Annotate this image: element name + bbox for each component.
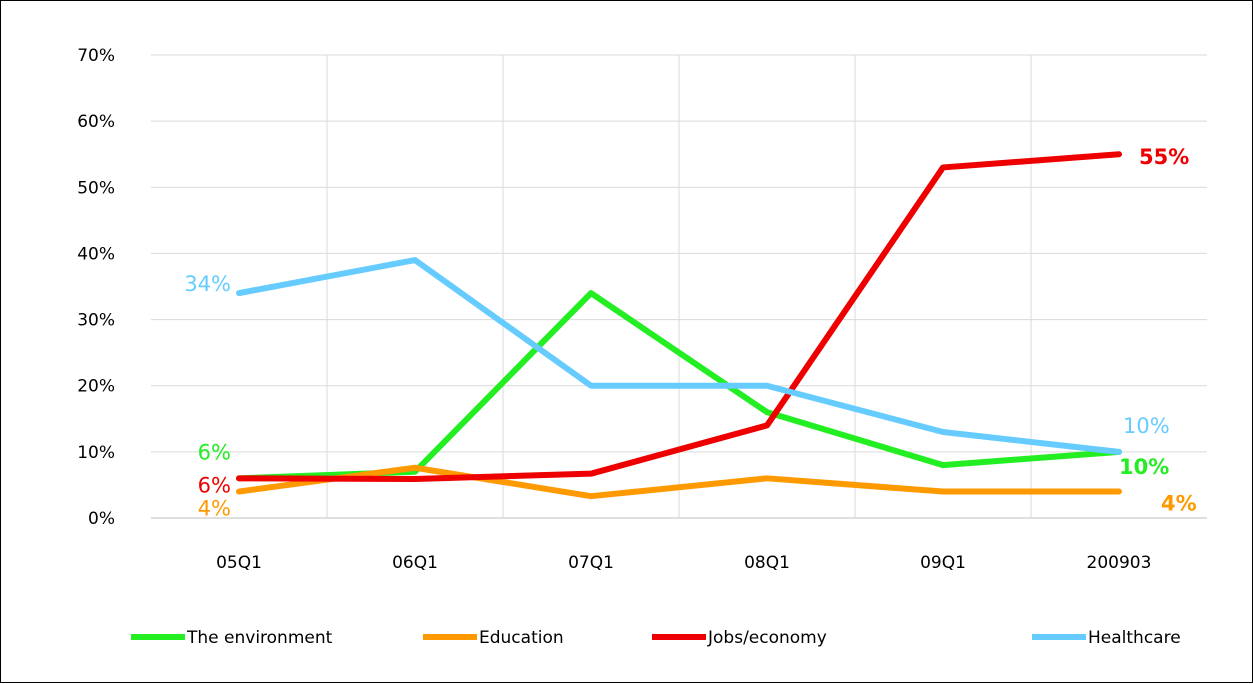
data-label: 4% [198,497,231,521]
series-lines [236,151,1122,500]
series-line-1 [236,464,1122,500]
x-tick-label: 06Q1 [392,553,438,573]
data-labels: 6%4%6%34%55%10%10%4% [184,145,1196,520]
legend: The environment Education Jobs/economy Heal… [131,628,1181,648]
x-tick-label: 09Q1 [920,553,966,573]
data-label: 4% [1161,492,1197,516]
x-tick-label: 05Q1 [216,553,262,573]
data-label: 6% [198,440,231,464]
data-label: 10% [1123,414,1170,438]
y-tick-label: 60% [77,112,115,132]
y-tick-label: 40% [77,244,115,264]
y-tick-label: 30% [77,311,115,331]
x-axis-ticks: 05Q1 06Q1 07Q1 08Q1 09Q1 200903 [216,553,1151,573]
data-label: 10% [1119,455,1169,479]
y-tick-label: 10% [77,443,115,463]
series-line-2 [236,151,1122,482]
x-tick-label: 200903 [1087,553,1152,573]
y-axis-ticks: 0% 10% 20% 30% 40% 50% 60% 70% [77,46,115,529]
series-line-3 [236,257,1122,455]
data-label: 6% [198,473,231,497]
y-tick-label: 50% [77,178,115,198]
legend-entry: Healthcare [1088,628,1181,648]
legend-entry: Education [479,628,564,648]
y-tick-label: 20% [77,377,115,397]
x-tick-label: 08Q1 [744,553,790,573]
y-tick-label: 70% [77,46,115,66]
data-label: 55% [1139,145,1189,169]
legend-entry: The environment [186,628,333,648]
legend-entry: Jobs/economy [707,628,827,648]
x-tick-label: 07Q1 [568,553,614,573]
data-label: 34% [184,272,231,296]
y-tick-label: 0% [88,509,115,529]
